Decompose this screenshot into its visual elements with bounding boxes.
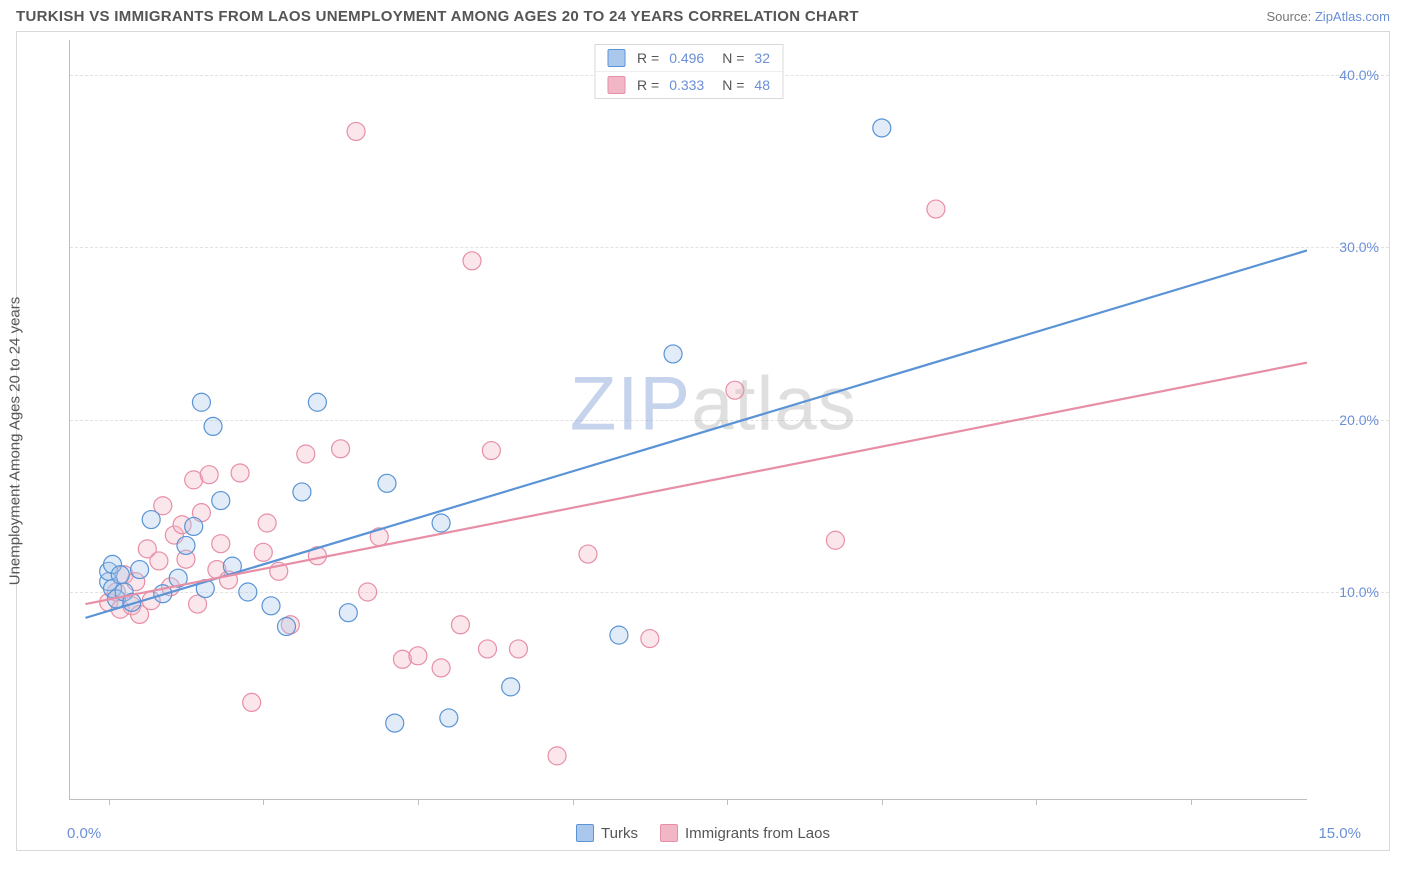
x-tick bbox=[727, 799, 728, 805]
data-point-laos bbox=[826, 531, 844, 549]
x-axis-max-label: 15.0% bbox=[1318, 825, 1361, 842]
data-point-laos bbox=[212, 535, 230, 553]
data-point-laos bbox=[258, 514, 276, 532]
x-tick bbox=[1191, 799, 1192, 805]
data-point-turks bbox=[308, 393, 326, 411]
data-point-turks bbox=[502, 678, 520, 696]
y-tick-label: 10.0% bbox=[1339, 584, 1379, 600]
data-point-turks bbox=[873, 119, 891, 137]
trend-line-turks bbox=[85, 250, 1307, 617]
plot-area: R = 0.496 N = 32 R = 0.333 N = 48 ZIPatl… bbox=[69, 40, 1307, 800]
data-point-turks bbox=[277, 618, 295, 636]
correlation-legend: R = 0.496 N = 32 R = 0.333 N = 48 bbox=[594, 44, 783, 99]
laos-r-value: 0.333 bbox=[669, 77, 704, 93]
x-tick bbox=[573, 799, 574, 805]
data-point-laos bbox=[254, 543, 272, 561]
data-point-laos bbox=[482, 442, 500, 460]
trend-line-laos bbox=[85, 363, 1307, 605]
data-point-laos bbox=[463, 252, 481, 270]
data-point-turks bbox=[177, 536, 195, 554]
data-point-turks bbox=[664, 345, 682, 363]
data-point-laos bbox=[231, 464, 249, 482]
data-point-laos bbox=[297, 445, 315, 463]
x-axis-min-label: 0.0% bbox=[67, 825, 101, 842]
data-point-turks bbox=[239, 583, 257, 601]
data-point-turks bbox=[212, 492, 230, 510]
x-tick bbox=[418, 799, 419, 805]
x-tick bbox=[109, 799, 110, 805]
scatter-svg bbox=[70, 40, 1307, 799]
legend-row-turks: R = 0.496 N = 32 bbox=[595, 45, 782, 71]
y-tick-label: 30.0% bbox=[1339, 239, 1379, 255]
data-point-turks bbox=[204, 417, 222, 435]
x-tick bbox=[1036, 799, 1037, 805]
data-point-laos bbox=[509, 640, 527, 658]
legend-row-laos: R = 0.333 N = 48 bbox=[595, 71, 782, 98]
turks-swatch-icon bbox=[576, 824, 594, 842]
data-point-laos bbox=[332, 440, 350, 458]
turks-n-value: 32 bbox=[754, 50, 770, 66]
data-point-turks bbox=[185, 517, 203, 535]
data-point-turks bbox=[192, 393, 210, 411]
data-point-laos bbox=[347, 122, 365, 140]
legend-item-turks: Turks bbox=[576, 824, 638, 842]
data-point-laos bbox=[150, 552, 168, 570]
data-point-laos bbox=[359, 583, 377, 601]
series-legend: Turks Immigrants from Laos bbox=[576, 824, 830, 842]
legend-item-laos: Immigrants from Laos bbox=[660, 824, 830, 842]
data-point-turks bbox=[610, 626, 628, 644]
y-tick-label: 40.0% bbox=[1339, 67, 1379, 83]
data-point-turks bbox=[111, 566, 129, 584]
data-point-laos bbox=[200, 466, 218, 484]
data-point-laos bbox=[451, 616, 469, 634]
laos-swatch-icon bbox=[660, 824, 678, 842]
data-point-turks bbox=[386, 714, 404, 732]
chart-container: Unemployment Among Ages 20 to 24 years R… bbox=[16, 31, 1390, 851]
data-point-turks bbox=[432, 514, 450, 532]
turks-r-value: 0.496 bbox=[669, 50, 704, 66]
data-point-turks bbox=[339, 604, 357, 622]
data-point-turks bbox=[440, 709, 458, 727]
data-point-laos bbox=[726, 381, 744, 399]
source-attribution: Source: ZipAtlas.com bbox=[1266, 9, 1390, 24]
data-point-turks bbox=[262, 597, 280, 615]
data-point-laos bbox=[478, 640, 496, 658]
data-point-turks bbox=[378, 474, 396, 492]
y-axis-label: Unemployment Among Ages 20 to 24 years bbox=[7, 297, 24, 586]
laos-swatch bbox=[607, 76, 625, 94]
data-point-laos bbox=[641, 630, 659, 648]
y-tick-label: 20.0% bbox=[1339, 412, 1379, 428]
data-point-turks bbox=[131, 561, 149, 579]
turks-swatch bbox=[607, 49, 625, 67]
data-point-laos bbox=[548, 747, 566, 765]
source-link[interactable]: ZipAtlas.com bbox=[1315, 9, 1390, 24]
data-point-laos bbox=[927, 200, 945, 218]
data-point-laos bbox=[579, 545, 597, 563]
data-point-turks bbox=[293, 483, 311, 501]
data-point-turks bbox=[142, 511, 160, 529]
x-tick bbox=[263, 799, 264, 805]
x-tick bbox=[882, 799, 883, 805]
data-point-laos bbox=[432, 659, 450, 677]
chart-title: TURKISH VS IMMIGRANTS FROM LAOS UNEMPLOY… bbox=[16, 8, 859, 25]
data-point-laos bbox=[243, 693, 261, 711]
laos-n-value: 48 bbox=[754, 77, 770, 93]
data-point-laos bbox=[409, 647, 427, 665]
